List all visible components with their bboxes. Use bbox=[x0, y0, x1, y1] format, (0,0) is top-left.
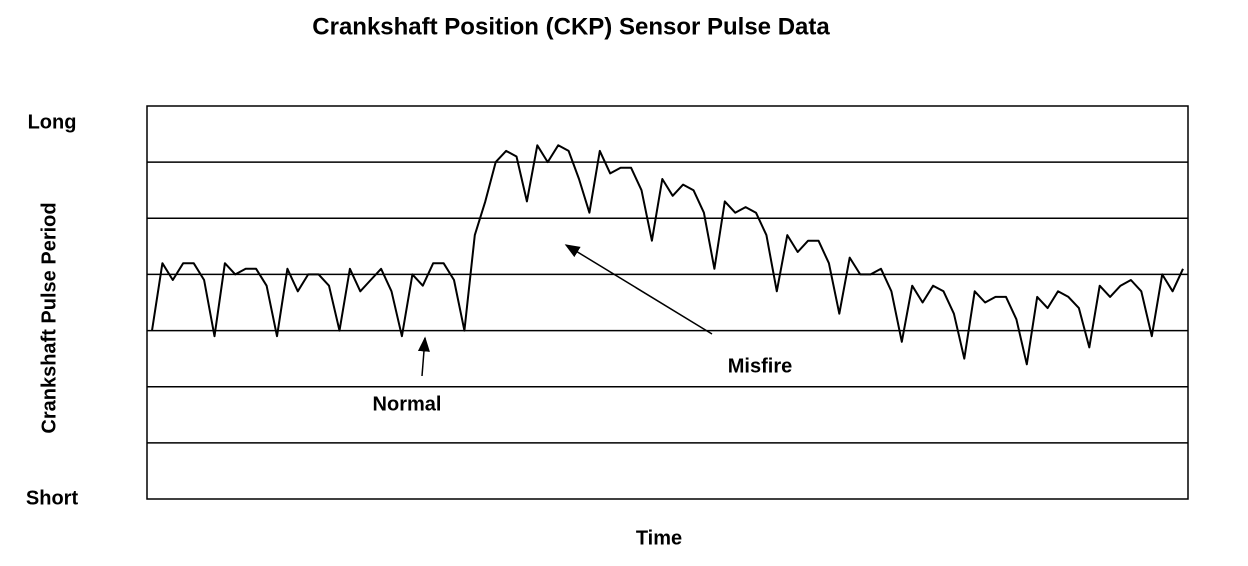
annotation-arrow bbox=[564, 244, 713, 335]
plot-frame bbox=[146, 105, 1189, 500]
x-axis-label: Time bbox=[636, 527, 682, 549]
annotation: Misfire bbox=[728, 355, 792, 377]
annotation-arrow bbox=[417, 336, 430, 377]
chart-title: Crankshaft Position (CKP) Sensor Pulse D… bbox=[312, 13, 830, 40]
data-line bbox=[151, 144, 1184, 366]
y-tick-label: Short bbox=[26, 487, 79, 509]
y-axis-label: Crankshaft Pulse Period bbox=[38, 202, 60, 433]
annotation: Normal bbox=[373, 393, 442, 415]
y-tick-label: Long bbox=[28, 111, 77, 133]
